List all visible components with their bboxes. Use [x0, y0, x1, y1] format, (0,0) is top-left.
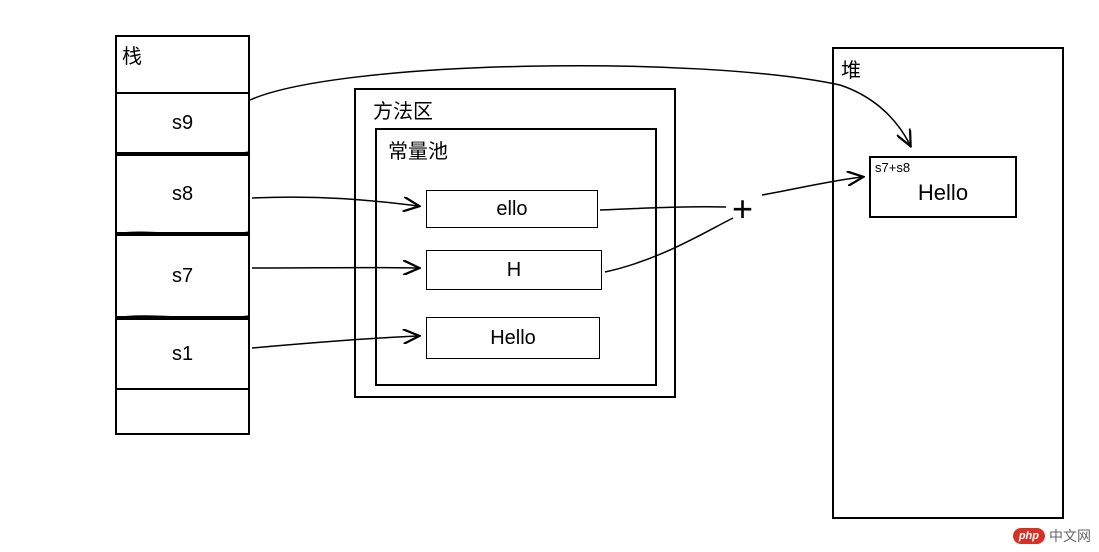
heap-object-caption: s7+s8: [875, 160, 910, 175]
heap-object-box: s7+s8 Hello: [869, 156, 1017, 218]
watermark-badge: php: [1013, 528, 1045, 544]
pool-item-text: H: [507, 259, 521, 282]
pool-item-text: Hello: [490, 327, 536, 350]
stack-cell-s1: s1: [115, 318, 250, 390]
plus-icon: +: [732, 188, 753, 230]
stack-cell-label: s8: [172, 183, 193, 206]
pool-item-text: ello: [496, 198, 527, 221]
heap-title: 堆: [841, 54, 861, 83]
stack-title: 栈: [122, 40, 142, 69]
stack-cell-s9: s9: [115, 92, 250, 154]
stack-cell-label: s1: [172, 343, 193, 366]
pool-item-h: H: [426, 250, 602, 290]
watermark-text: 中文网: [1049, 526, 1091, 546]
heap-object-text: Hello: [871, 180, 1015, 206]
stack-cell-label: s9: [172, 112, 193, 135]
pool-item-ello: ello: [426, 190, 598, 228]
stack-cell-label: s7: [172, 265, 193, 288]
heap-box: [832, 47, 1064, 519]
stack-cell-s7: s7: [115, 234, 250, 318]
method-area-title: 方法区: [373, 95, 433, 124]
pool-item-hello: Hello: [426, 317, 600, 359]
watermark: php 中文网: [1013, 526, 1091, 546]
constant-pool-title: 常量池: [388, 135, 448, 164]
stack-cell-s8: s8: [115, 154, 250, 234]
